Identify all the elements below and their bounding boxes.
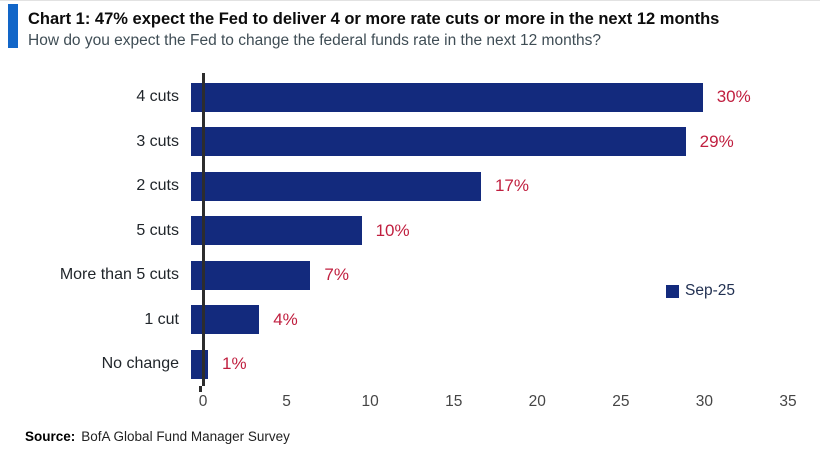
x-tick-label: 25 [612,393,630,410]
bar-row: 2 cuts 17% [0,164,788,209]
value-label: 1% [222,354,247,374]
x-tick-label: 35 [779,393,797,410]
bar-row: No change 1% [0,342,788,387]
value-label: 30% [716,87,751,107]
bar-row: 1 cut 4% [0,298,788,343]
value-label: 7% [324,265,349,285]
legend: Sep-25 [666,282,735,300]
bar-track: 17% [191,164,788,209]
category-label: More than 5 cuts [59,266,179,284]
x-tick-label: 15 [445,393,463,410]
value-label: 10% [375,220,410,240]
x-axis-zero-tick [199,386,202,392]
bar-row: 4 cuts 30% [0,75,788,120]
x-tick-label: 5 [282,393,291,410]
bar-chart-plot-area: 4 cuts 30% 3 cuts 29% 2 cuts 17% 5 cuts 10% More… [0,75,788,387]
source-label: Source: [25,429,76,444]
category-label: 4 cuts [136,88,179,106]
bar-track: 1% [191,342,788,387]
x-tick-label: 0 [198,393,208,410]
x-tick-label: 30 [695,393,714,410]
bar-track: 30% [191,75,788,120]
chart-title: Chart 1: 47% expect the Fed to deliver 4… [28,10,720,28]
category-label: No change [101,355,179,373]
value-label: 17% [494,176,529,196]
bar [191,171,481,201]
x-tick-label: 20 [528,393,546,410]
bar-row: 5 cuts 10% [0,209,788,254]
bar-track: 10% [191,209,788,254]
bar-row: More than 5 cuts 7% [0,253,788,298]
category-label: 2 cuts [136,177,179,195]
bar [191,127,686,157]
value-label: 29% [699,131,734,151]
category-label: 3 cuts [136,132,179,150]
title-accent-bar [8,4,18,48]
category-label: 1 cut [144,310,179,328]
bar-track: 7% [191,253,788,298]
source-text: BofA Global Fund Manager Survey [81,429,290,444]
bar [191,260,311,290]
category-label: 5 cuts [136,221,179,239]
chart-subtitle: How do you expect the Fed to change the … [28,32,602,49]
bar-track: 29% [191,120,788,165]
x-axis-tick-labels: 0 5 10 15 20 25 30 35 [0,393,820,413]
legend-label: Sep-25 [685,282,735,299]
legend-swatch-icon [666,284,679,298]
bar-row: 3 cuts 29% [0,120,788,165]
bar [191,216,362,246]
bar [191,82,703,112]
value-label: 4% [273,309,298,329]
x-tick-label: 10 [361,393,379,410]
bar-track: 4% [191,298,788,343]
y-axis-line [202,73,205,386]
source-line: Source: BofA Global Fund Manager Survey [25,429,290,444]
bar [191,349,209,379]
